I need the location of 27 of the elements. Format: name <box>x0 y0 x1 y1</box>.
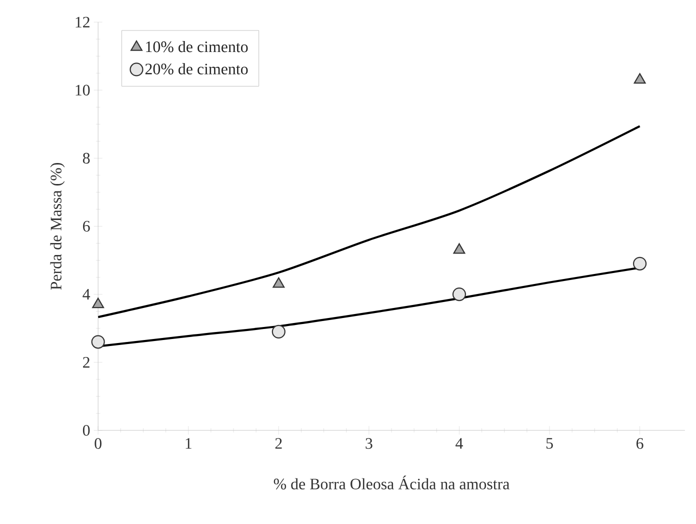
point <box>452 288 466 302</box>
y-tick-label: 12 <box>76 16 90 28</box>
y-tick-label: 6 <box>83 220 90 232</box>
y-axis-title: Perda de Massa (%) <box>50 163 65 290</box>
point <box>272 277 285 288</box>
x-tick-label: 6 <box>636 438 644 449</box>
point <box>453 243 466 254</box>
point <box>272 324 286 339</box>
line-series <box>98 125 641 318</box>
point <box>92 298 104 308</box>
x-axis-title: % de Borra Oleosa Ácida na amostra <box>274 476 510 490</box>
y-tick-label: 10 <box>76 84 90 96</box>
y-tick-label: 4 <box>82 289 90 300</box>
x-tick-label: 3 <box>366 438 372 449</box>
point <box>632 256 647 271</box>
x-tick-label: 0 <box>94 438 102 449</box>
y-tick-label: 0 <box>82 425 90 436</box>
x-tick-label: 4 <box>456 438 463 449</box>
legend-label: 10% de cimento <box>146 41 248 52</box>
y-tick-label: 8 <box>82 152 90 164</box>
y-tick-label: 2 <box>83 357 90 368</box>
point <box>634 73 646 84</box>
point <box>91 335 105 349</box>
x-tick-label: 5 <box>546 438 553 449</box>
x-tick-label: 2 <box>275 438 282 449</box>
legend-label: 20% de cimento <box>145 63 248 74</box>
x-tick-label: 1 <box>186 438 192 449</box>
